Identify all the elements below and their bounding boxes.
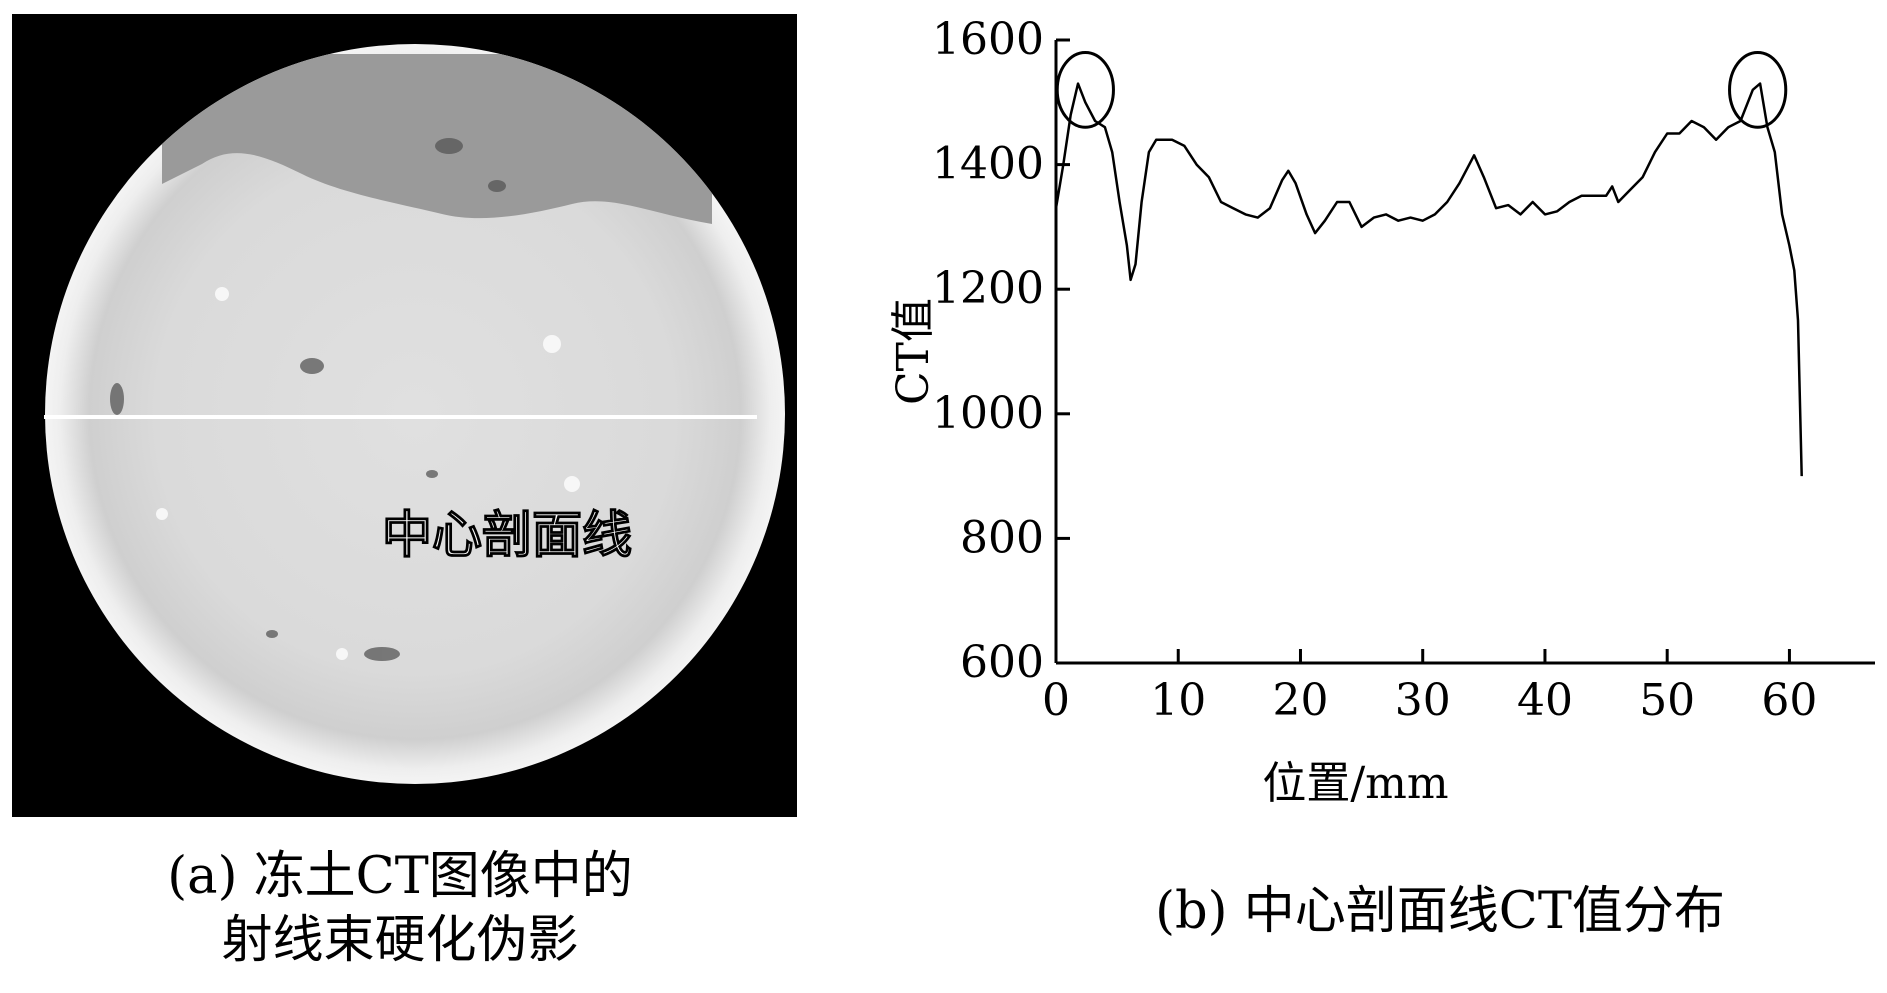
chart-annotations xyxy=(1055,50,1788,129)
x-tick-label: 10 xyxy=(1150,675,1206,726)
x-tick-label: 60 xyxy=(1761,675,1817,726)
panel-a-caption-line1: (a) 冻土CT图像中的 xyxy=(167,847,633,906)
panel-a-caption: (a) 冻土CT图像中的 射线束硬化伪影 xyxy=(40,845,760,973)
x-tick-label: 20 xyxy=(1272,675,1328,726)
x-tick-label: 50 xyxy=(1639,675,1695,726)
artifact-highlight-circle xyxy=(1728,50,1788,129)
chart-axes xyxy=(1054,40,1875,665)
upper-dark-region xyxy=(162,54,712,224)
y-tick-label: 800 xyxy=(960,512,1044,563)
soil-sample-disc xyxy=(45,44,785,784)
y-tick-label: 1000 xyxy=(932,388,1044,439)
panel-a-caption-line2: 射线束硬化伪影 xyxy=(221,911,579,970)
x-axis-label: 位置/mm xyxy=(1262,758,1448,809)
ct-image: 中心剖面线 xyxy=(12,14,797,817)
y-tick-label: 600 xyxy=(960,637,1044,688)
y-tick-label: 1200 xyxy=(932,263,1044,314)
panel-b-caption: (b) 中心剖面线CT值分布 xyxy=(1155,882,1725,941)
x-tick-label: 40 xyxy=(1517,675,1573,726)
ct-value-line xyxy=(1054,82,1803,477)
x-tick-label: 30 xyxy=(1395,675,1451,726)
bright-spots xyxy=(156,287,580,660)
artifact-highlight-circle xyxy=(1055,50,1115,129)
chart-ticks: 0 10 20 30 40 50 60 600 800 1000 1200 1400 1600 xyxy=(932,14,1817,726)
y-tick-label: 1600 xyxy=(932,14,1044,65)
x-tick-label: 0 xyxy=(1042,675,1070,726)
center-profile-line-label: 中心剖面线 xyxy=(382,506,632,564)
y-axis-label: CT值 xyxy=(888,298,939,405)
y-tick-label: 1400 xyxy=(932,139,1044,190)
chart-series xyxy=(1054,82,1803,477)
texture-spots xyxy=(110,138,506,661)
